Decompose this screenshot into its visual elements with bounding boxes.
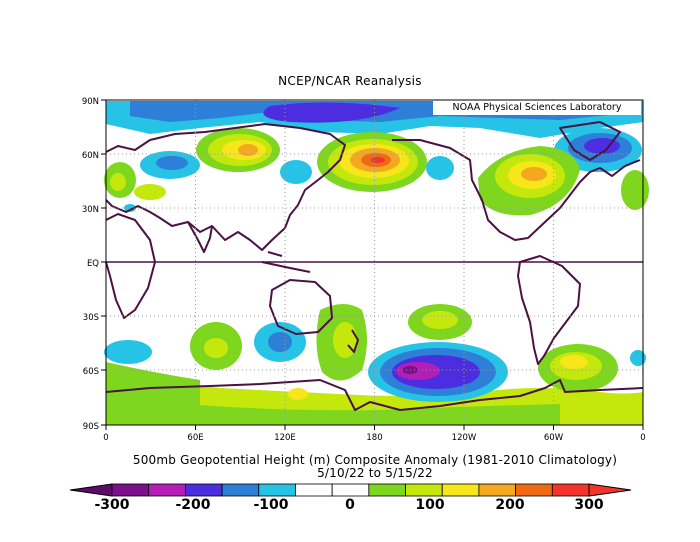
africa-coast bbox=[105, 213, 156, 319]
lon-label: 120W bbox=[452, 433, 477, 443]
colorbar-swatch bbox=[368, 483, 406, 497]
greenland-coast bbox=[559, 121, 621, 161]
india-coast bbox=[187, 221, 213, 253]
gridlines bbox=[106, 100, 643, 425]
colorbar-swatch bbox=[184, 483, 223, 497]
colorbar-swatch bbox=[551, 483, 590, 497]
axis-ticks bbox=[101, 99, 644, 430]
antarctica-coast bbox=[105, 379, 644, 411]
lon-label: 60W bbox=[544, 433, 564, 443]
s-pacific-high-2 bbox=[422, 311, 458, 329]
s-america-coast bbox=[517, 255, 581, 365]
mongolia-high bbox=[134, 184, 166, 200]
plot-title: NCEP/NCAR Reanalysis bbox=[278, 74, 422, 88]
lon-label: 60E bbox=[187, 433, 203, 443]
pacific-low bbox=[426, 156, 454, 180]
s-america-high-3 bbox=[560, 355, 588, 369]
colorbar-swatch bbox=[258, 483, 296, 497]
colorbar-label: -100 bbox=[253, 497, 289, 513]
lat-label: 30N bbox=[82, 205, 99, 215]
colorbar-swatch bbox=[331, 483, 370, 497]
antarctic-inner bbox=[140, 400, 560, 425]
colorbar-swatch bbox=[148, 483, 186, 497]
lat-label: EQ bbox=[87, 259, 99, 269]
colorbar-swatch bbox=[221, 483, 260, 497]
colorbar-label: 0 bbox=[345, 497, 355, 513]
indian-high-2 bbox=[204, 338, 228, 358]
s-atl-east-low bbox=[630, 350, 646, 366]
colorbar-label: 300 bbox=[574, 497, 604, 513]
canada-high-4 bbox=[521, 167, 547, 181]
e-asia-low bbox=[280, 160, 312, 184]
small-yellow-sh bbox=[288, 388, 308, 400]
colorbar-label: -200 bbox=[175, 497, 211, 513]
indian-low-core bbox=[268, 332, 292, 352]
colorbar-swatch bbox=[405, 483, 443, 497]
arctic-deep bbox=[263, 102, 400, 123]
lon-label: 0 bbox=[640, 433, 645, 443]
lon-label: 0 bbox=[103, 433, 108, 443]
lat-label: 60N bbox=[82, 151, 99, 161]
credit-label: NOAA Physical Sciences Laboratory bbox=[433, 101, 641, 115]
s-atlantic-low bbox=[104, 340, 152, 364]
w-siberia-low-core bbox=[156, 156, 188, 170]
colorbar-label: 100 bbox=[415, 497, 445, 513]
lon-label: 180 bbox=[366, 433, 382, 443]
eurasia-coast bbox=[105, 123, 346, 251]
colorbar-right-cap bbox=[588, 483, 632, 497]
colorbar bbox=[69, 483, 632, 497]
atl-east-high bbox=[621, 170, 649, 210]
colorbar-left-cap bbox=[69, 483, 113, 497]
antarctic-outer-green bbox=[106, 362, 200, 425]
nz-coast bbox=[347, 329, 359, 353]
lon-labels: 0 60E 120E 180 120W 60W 0 bbox=[103, 433, 645, 443]
colorbar-swatch bbox=[295, 483, 333, 497]
lat-label: 60S bbox=[83, 367, 99, 377]
lat-label: 90S bbox=[83, 422, 99, 432]
europe-high-2 bbox=[110, 173, 126, 191]
lat-labels: 90N 60N 30N EQ 30S 60S 90S bbox=[82, 97, 99, 432]
colorbar-swatch bbox=[441, 483, 480, 497]
colorbar-label: -300 bbox=[94, 497, 130, 513]
colorbar-swatch bbox=[111, 483, 150, 497]
lat-label: 30S bbox=[83, 313, 99, 323]
indonesia bbox=[261, 251, 311, 273]
bering-high-6 bbox=[371, 157, 385, 163]
lat-label: 90N bbox=[82, 97, 99, 107]
lon-label: 120E bbox=[274, 433, 296, 443]
colorbar-swatch bbox=[515, 483, 553, 497]
colorbar-swatch bbox=[478, 483, 517, 497]
n-america-coast bbox=[392, 139, 641, 241]
caption-line-1: 500mb Geopotential Height (m) Composite … bbox=[132, 453, 618, 467]
siberia-high-4 bbox=[238, 144, 258, 156]
colorbar-label: 200 bbox=[495, 497, 525, 513]
caption-line-2: 5/10/22 to 5/15/22 bbox=[317, 466, 433, 480]
